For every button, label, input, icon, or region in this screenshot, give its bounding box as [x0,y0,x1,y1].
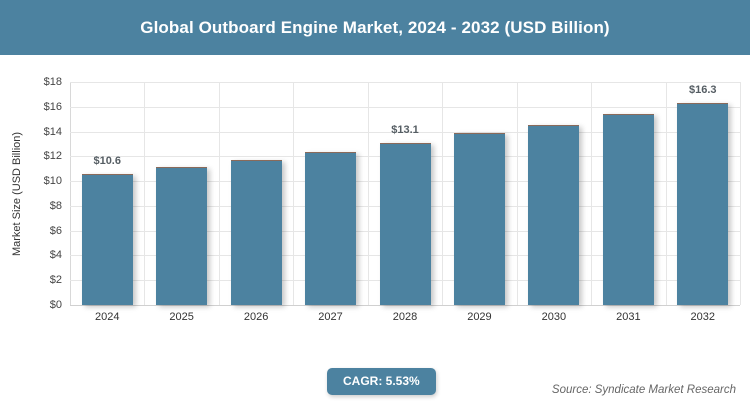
y-axis-tick-label: $8 [49,199,62,212]
gridline-horizontal [70,82,740,83]
bar-2026[interactable] [230,160,282,305]
gridline-vertical [144,82,145,305]
x-axis-tick-label-2027: 2027 [318,311,343,323]
y-axis-tick-label: $12 [43,150,62,163]
x-axis-tick-label-2030: 2030 [541,311,567,323]
x-axis-tick-label-2025: 2025 [169,311,194,323]
y-axis-tick-label: $4 [49,249,62,262]
x-axis-tick-label-2031: 2031 [616,311,641,323]
x-axis-tick-label-2028: 2028 [392,311,418,323]
gridline-vertical [368,82,369,305]
x-axis-tick-labels: 2024 2025 2026 2027 2028 2029 2030 2031 2032 [70,311,740,331]
y-axis-tick-label: $2 [49,274,62,287]
gridline-horizontal [70,131,740,133]
bar-2029[interactable] [453,133,505,305]
bar-2031[interactable] [602,114,654,305]
y-axis-tick-label: $16 [43,100,62,113]
y-axis-tick-label: $14 [43,125,62,138]
bar-2032[interactable] [677,103,729,305]
y-axis-line [70,82,71,305]
bar-2030[interactable] [528,124,580,305]
bar-2024[interactable] [81,173,133,305]
gridline-vertical [442,82,443,305]
page-title: Global Outboard Engine Market, 2024 - 20… [140,17,610,37]
chart-area: Market Size (USD Billion) $0 $2 $4 $6 $8 $10 $… [0,55,750,360]
x-axis-tick-label-2026: 2026 [243,311,269,323]
bar-value-label-2032: $16.3 [689,84,717,97]
y-axis-tick-label: $18 [43,76,62,88]
gridline-vertical [591,82,592,305]
x-axis-tick-label-2024: 2024 [94,311,120,323]
bar-2025[interactable] [156,167,208,305]
bar-2027[interactable] [305,152,357,305]
gridline-vertical [740,82,741,305]
y-axis-title-text: Market Size (USD Billion) [11,131,23,256]
gridline-vertical [293,82,294,305]
gridline-vertical [666,82,667,305]
y-axis-tick-label: $6 [49,224,62,237]
y-axis-tick-labels: $0 $2 $4 $6 $8 $10 $12 $14 $16 $18 [28,76,66,311]
source-note: Source: Syndicate Market Research [551,384,736,396]
footer: CAGR: 5.53% Source: Syndicate Market Res… [0,360,750,417]
header-band: Global Outboard Engine Market, 2024 - 20… [0,0,750,55]
cagr-badge: CAGR: 5.53% [327,368,436,395]
gridline-horizontal [70,106,740,108]
gridline-vertical [219,82,220,305]
gridline-horizontal [70,305,740,306]
bar-2028[interactable] [379,142,431,305]
y-axis-title: Market Size (USD Billion) [8,82,26,305]
x-axis-tick-label-2029: 2029 [467,311,492,323]
gridline-vertical [517,82,518,305]
plot-area: $10.6 $13.1 $16.3 [70,82,741,306]
bar-value-label-2024: $10.6 [93,154,121,167]
bar-value-label-2028: $13.1 [391,123,419,136]
x-axis-tick-label-2032: 2032 [690,311,716,323]
y-axis-tick-label: $10 [43,175,62,188]
y-axis-tick-label: $0 [49,299,62,311]
